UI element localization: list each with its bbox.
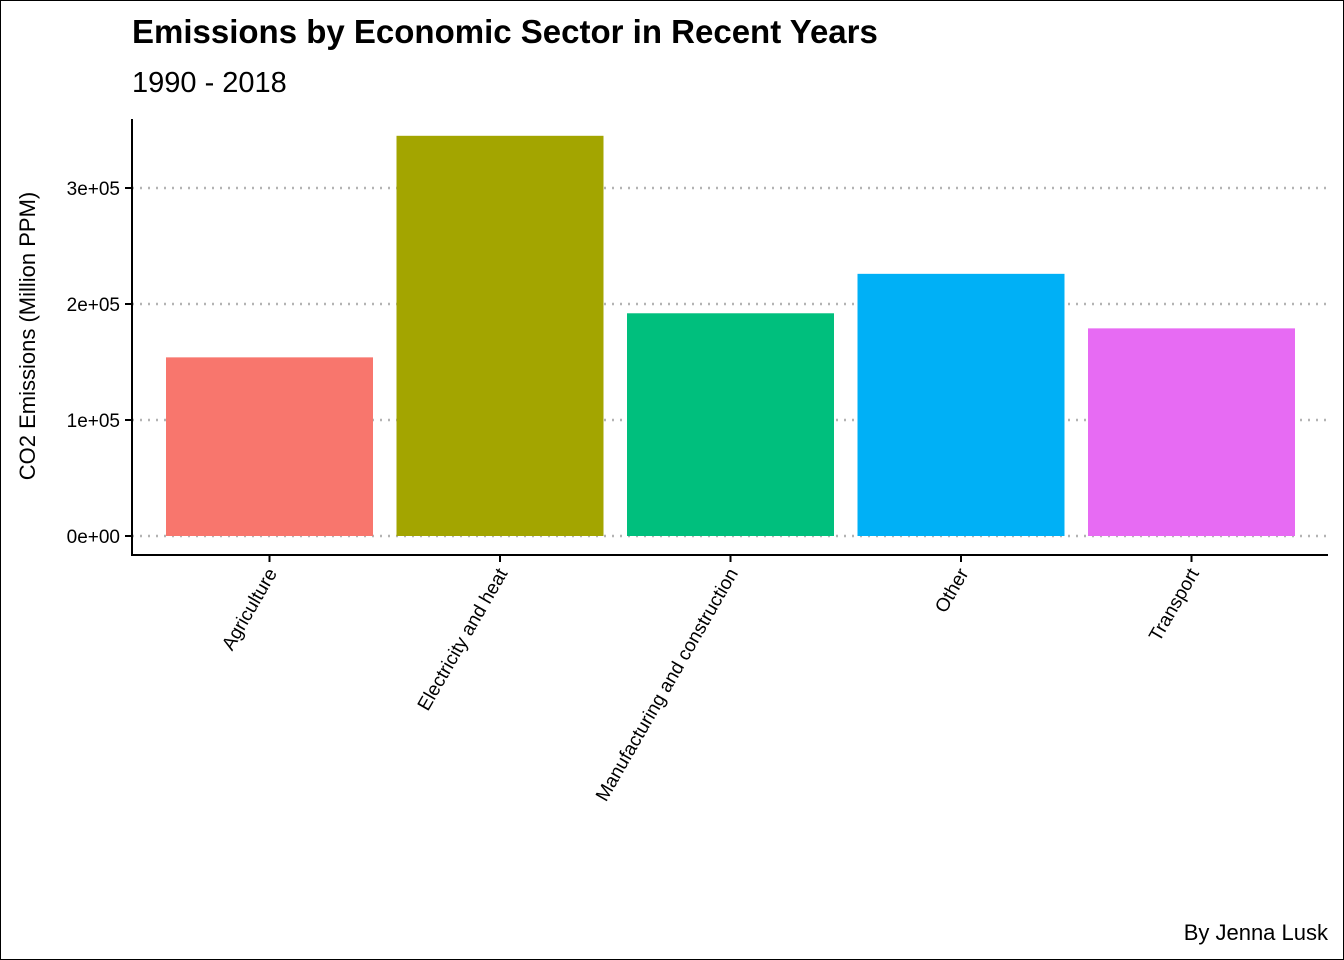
chart-title: Emissions by Economic Sector in Recent Y… [132,13,878,50]
y-tick-label-2: 2e+05 [67,295,120,316]
bar-other [857,273,1065,536]
y-tick-label-1: 1e+05 [67,411,120,432]
bar-agriculture [166,357,373,536]
x-tick-label-3: Other [931,564,973,616]
y-axis-title: CO2 Emissions (Million PPM) [15,192,40,481]
bars [166,135,1295,537]
x-ticks: Agriculture Electricity and heat Manufactu… [218,555,1204,805]
y-tick-label-0: 0e+00 [67,527,120,548]
chart-caption: By Jenna Lusk [1184,920,1329,945]
y-tick-label-3: 3e+05 [67,179,120,200]
x-tick-label-2: Manufacturing and construction [592,565,743,805]
bar-manufacturing-and-construction [627,313,834,536]
y-ticks: 0e+00 1e+05 2e+05 3e+05 [67,179,132,548]
chart-subtitle: 1990 - 2018 [132,67,287,99]
bar-electricity-and-heat [396,135,604,537]
x-tick-label-0: Agriculture [218,565,282,654]
x-tick-label-1: Electricity and heat [414,564,513,714]
bar-transport [1088,328,1295,536]
x-tick-label-4: Transport [1145,564,1204,645]
